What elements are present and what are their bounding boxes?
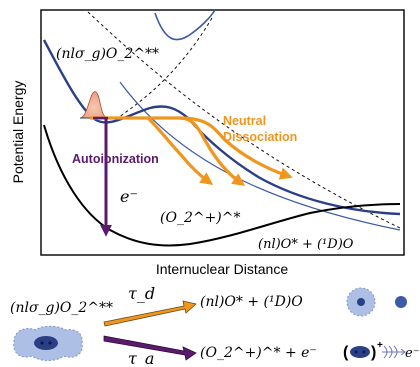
ion-bracket-right: ): [371, 344, 376, 361]
ion-bracket-left: (: [343, 344, 349, 361]
thin-repulsive-curve: [119, 81, 401, 231]
neutral-dissociation-path-1: [90, 116, 246, 186]
molecule-core-icon: [34, 336, 58, 350]
svg-text:Potential Energy: Potential Energy: [10, 81, 26, 184]
x-axis-label: Internuclear Distance: [156, 261, 289, 277]
ion-core-icon: [350, 346, 370, 358]
electron-label: e⁻: [120, 187, 138, 206]
reactant-label: (nlσ_g)O_2^**: [10, 300, 113, 316]
emitted-electron-label: e⁻: [405, 346, 420, 361]
upper-ion-curve: [154, 9, 216, 41]
electron-emission-icon: [382, 345, 406, 359]
tau-a-label: τ_a: [128, 349, 154, 367]
ion-state-label: (O_2^+)^*: [160, 210, 241, 226]
neutral-label-line1: Neutral: [223, 114, 266, 128]
neutral-dissociation-path-2: [146, 116, 214, 186]
excited-atom-core-icon: [357, 298, 365, 306]
ion-ground-curve: [43, 124, 401, 247]
ground-atom-icon: [395, 296, 407, 308]
neutral-dissociation-path-3: [179, 116, 293, 180]
tau-d-label: τ_d: [128, 284, 155, 303]
ion-charge-label: +: [377, 340, 383, 351]
neutral-product-label: (nl)O* + (¹D)O: [200, 294, 303, 310]
ion-nucleus-icon-2: [362, 350, 366, 354]
wavepacket-icon: [79, 91, 109, 119]
ion-product-label: (O_2^+)^* + e⁻: [200, 345, 317, 361]
nucleus-icon-2: [48, 341, 52, 345]
plot-frame: [40, 9, 405, 256]
y-axis-label: Potential Energy: [10, 81, 26, 184]
tau-d-arrow: [103, 300, 197, 327]
superexcited-state-label: (nlσ_g)O_2^**: [56, 46, 159, 62]
nucleus-icon-1: [40, 341, 44, 345]
dashed-curve-repulsive: [87, 11, 401, 229]
neutral-label-line2: Dissociation: [223, 130, 297, 144]
dissociation-limit-label: (nl)O* + (¹D)O: [258, 237, 354, 252]
superexcited-state-curve: [42, 39, 401, 216]
ion-nucleus-icon-1: [354, 350, 358, 354]
tau-a-arrow: [103, 335, 197, 361]
autoionization-label: Autoionization: [72, 152, 159, 166]
